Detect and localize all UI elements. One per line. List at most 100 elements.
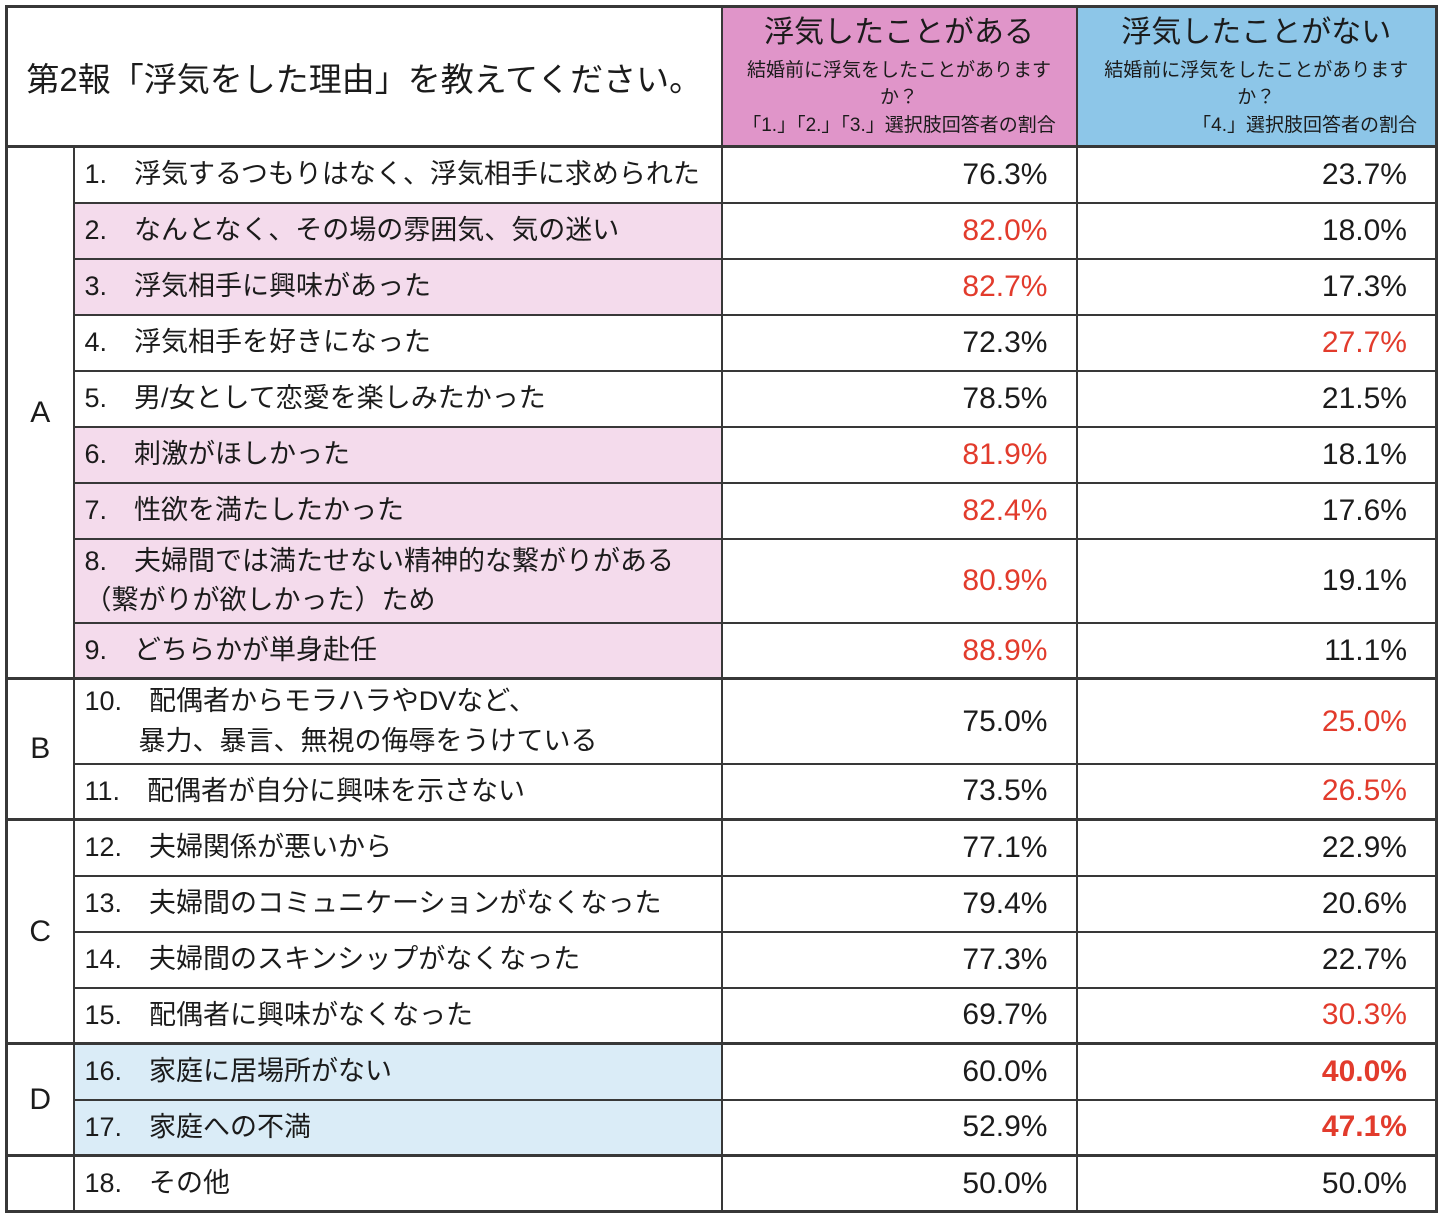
reason-cell: 4. 浮気相手を好きになった — [72, 313, 723, 372]
cheated-percentage: 82.7% — [720, 257, 1078, 316]
reason-cell: 5. 男/女として恋愛を楽しみたかった — [72, 369, 723, 428]
column-header-cheated-subtitle-2: 「1.」「2.」「3.」選択肢回答者の割合 — [742, 114, 1056, 136]
table-row: 2. なんとなく、その場の雰囲気、気の迷い 82.0% 18.0% — [7, 201, 1438, 260]
reason-line: 5. 男/女として恋愛を楽しみたかった — [84, 383, 546, 414]
not-cheated-percentage: 18.1% — [1075, 425, 1438, 484]
not-cheated-percentage: 20.6% — [1075, 874, 1438, 933]
reason-cell: 9. どちらかが単身赴任 — [72, 621, 723, 680]
not-cheated-percentage: 18.0% — [1075, 201, 1438, 260]
cheated-percentage: 82.4% — [720, 481, 1078, 540]
table-row: 14. 夫婦間のスキンシップがなくなった 77.3% 22.7% — [7, 930, 1438, 989]
reason-cell: 11. 配偶者が自分に興味を示さない — [72, 762, 723, 821]
reason-line: （繋がりが欲しかった）ため — [84, 584, 436, 615]
reason-cell: 18. その他 — [72, 1154, 723, 1213]
not-cheated-percentage: 17.6% — [1075, 481, 1438, 540]
cheated-percentage: 77.3% — [720, 930, 1078, 989]
reason-line: 18. その他 — [84, 1168, 231, 1199]
not-cheated-percentage: 26.5% — [1075, 762, 1438, 821]
table-row: 6. 刺激がほしかった 81.9% 18.1% — [7, 425, 1438, 484]
cheated-percentage: 75.0% — [720, 677, 1078, 765]
cheated-percentage: 50.0% — [720, 1154, 1078, 1213]
not-cheated-percentage: 25.0% — [1075, 677, 1438, 765]
not-cheated-percentage: 27.7% — [1075, 313, 1438, 372]
reason-line: 12. 夫婦関係が悪いから — [84, 832, 393, 863]
table-title: 第2報「浮気をした理由」を教えてください。 — [5, 5, 723, 149]
cheated-percentage: 77.1% — [720, 818, 1078, 877]
cheated-percentage: 78.5% — [720, 369, 1078, 428]
reason-line: 6. 刺激がほしかった — [84, 439, 351, 470]
cheated-percentage: 52.9% — [720, 1098, 1078, 1157]
reason-line: 9. どちらかが単身赴任 — [84, 635, 378, 666]
not-cheated-percentage: 22.7% — [1075, 930, 1438, 989]
reason-line: 15. 配偶者に興味がなくなった — [84, 999, 474, 1030]
reason-cell: 6. 刺激がほしかった — [72, 425, 723, 484]
table-row: 13. 夫婦間のコミュニケーションがなくなった 79.4% 20.6% — [7, 874, 1438, 933]
reason-cell: 8. 夫婦間では満たせない精神的な繋がりがある （繋がりが欲しかった）ため — [72, 537, 723, 624]
reason-line: 10. 配偶者からモラハラやDVなど、 — [84, 686, 536, 717]
reason-line: 2. なんとなく、その場の雰囲気、気の迷い — [84, 215, 620, 246]
cheated-percentage: 72.3% — [720, 313, 1078, 372]
reason-line: 13. 夫婦間のコミュニケーションがなくなった — [84, 888, 662, 919]
reason-cell: 15. 配偶者に興味がなくなった — [72, 986, 723, 1045]
reason-cell: 17. 家庭への不満 — [72, 1098, 723, 1157]
group-label: A — [5, 145, 75, 680]
table-row: 11. 配偶者が自分に興味を示さない 73.5% 26.5% — [7, 762, 1438, 821]
column-header-cheated-label: 浮気したことがある — [764, 16, 1034, 49]
table-row: 15. 配偶者に興味がなくなった 69.7% 30.3% — [7, 986, 1438, 1045]
column-header-cheated: 浮気したことがある 結婚前に浮気をしたことがありますか？ 「1.」「2.」「3.… — [720, 5, 1078, 149]
survey-table: 第2報「浮気をした理由」を教えてください。 浮気したことがある 結婚前に浮気をし… — [5, 5, 1438, 1213]
column-header-not-cheated-label: 浮気したことがない — [1121, 16, 1392, 49]
column-header-not-cheated: 浮気したことがない 結婚前に浮気をしたことがありますか？ 「4.」選択肢回答者の… — [1075, 5, 1438, 149]
table-row: 9. どちらかが単身赴任 88.9% 11.1% — [7, 621, 1438, 680]
cheated-percentage: 79.4% — [720, 874, 1078, 933]
table-row: A 1. 浮気するつもりはなく、浮気相手に求められた 76.3% 23.7% — [5, 145, 1438, 680]
table-row: 5. 男/女として恋愛を楽しみたかった 78.5% 21.5% — [7, 369, 1438, 428]
not-cheated-percentage: 19.1% — [1075, 537, 1438, 624]
table-row: 8. 夫婦間では満たせない精神的な繋がりがある （繋がりが欲しかった）ため 80.9… — [7, 537, 1438, 624]
reason-cell: 12. 夫婦関係が悪いから — [72, 818, 723, 877]
not-cheated-percentage: 11.1% — [1075, 621, 1438, 680]
cheated-percentage: 81.9% — [720, 425, 1078, 484]
column-header-cheated-subtitle-1: 結婚前に浮気をしたことがありますか？ — [746, 59, 1051, 109]
reason-cell: 13. 夫婦間のコミュニケーションがなくなった — [72, 874, 723, 933]
not-cheated-percentage: 40.0% — [1075, 1042, 1438, 1101]
header-row: 第2報「浮気をした理由」を教えてください。 浮気したことがある 結婚前に浮気をし… — [5, 5, 1438, 149]
page: { "header": { "title": "第2報「浮気をした理由」を教えて… — [5, 5, 1438, 1213]
group-label: C — [5, 818, 75, 1045]
cheated-percentage: 73.5% — [720, 762, 1078, 821]
column-header-not-cheated-subtitle-2: 「4.」選択肢回答者の割合 — [1192, 114, 1417, 136]
reason-line: 7. 性欲を満たしたかった — [84, 495, 405, 526]
cheated-percentage: 69.7% — [720, 986, 1078, 1045]
reason-cell: 1. 浮気するつもりはなく、浮気相手に求められた — [72, 145, 723, 204]
not-cheated-percentage: 50.0% — [1075, 1154, 1438, 1213]
not-cheated-percentage: 22.9% — [1075, 818, 1438, 877]
not-cheated-percentage: 17.3% — [1075, 257, 1438, 316]
table-row: 17. 家庭への不満 52.9% 47.1% — [7, 1098, 1438, 1157]
not-cheated-percentage: 21.5% — [1075, 369, 1438, 428]
group-label — [5, 1154, 75, 1213]
reason-line: 16. 家庭に居場所がない — [84, 1056, 393, 1087]
table-row: 7. 性欲を満たしたかった 82.4% 17.6% — [7, 481, 1438, 540]
reason-cell: 16. 家庭に居場所がない — [72, 1042, 723, 1101]
table-row: B 10. 配偶者からモラハラやDVなど、 暴力、暴言、無視の侮辱をうけている 75… — [5, 677, 1438, 821]
reason-line: 17. 家庭への不満 — [84, 1111, 312, 1142]
reason-line: 暴力、暴言、無視の侮辱をうけている — [84, 725, 598, 756]
group-label: D — [5, 1042, 75, 1157]
reason-line: 1. 浮気するつもりはなく、浮気相手に求められた — [84, 159, 700, 190]
reason-cell: 14. 夫婦間のスキンシップがなくなった — [72, 930, 723, 989]
reason-cell: 2. なんとなく、その場の雰囲気、気の迷い — [72, 201, 723, 260]
not-cheated-percentage: 23.7% — [1075, 145, 1438, 204]
cheated-percentage: 88.9% — [720, 621, 1078, 680]
group-label: B — [5, 677, 75, 821]
reason-cell: 10. 配偶者からモラハラやDVなど、 暴力、暴言、無視の侮辱をうけている — [72, 677, 723, 765]
reason-line: 4. 浮気相手を好きになった — [84, 327, 432, 358]
column-header-not-cheated-subtitle-1: 結婚前に浮気をしたことがありますか？ — [1104, 59, 1409, 109]
cheated-percentage: 60.0% — [720, 1042, 1078, 1101]
table-row: 4. 浮気相手を好きになった 72.3% 27.7% — [7, 313, 1438, 372]
not-cheated-percentage: 30.3% — [1075, 986, 1438, 1045]
reason-line: 3. 浮気相手に興味があった — [84, 271, 432, 302]
cheated-percentage: 80.9% — [720, 537, 1078, 624]
cheated-percentage: 82.0% — [720, 201, 1078, 260]
table-row: 3. 浮気相手に興味があった 82.7% 17.3% — [7, 257, 1438, 316]
table-row: C 12. 夫婦関係が悪いから 77.1% 22.9% — [5, 818, 1438, 1045]
